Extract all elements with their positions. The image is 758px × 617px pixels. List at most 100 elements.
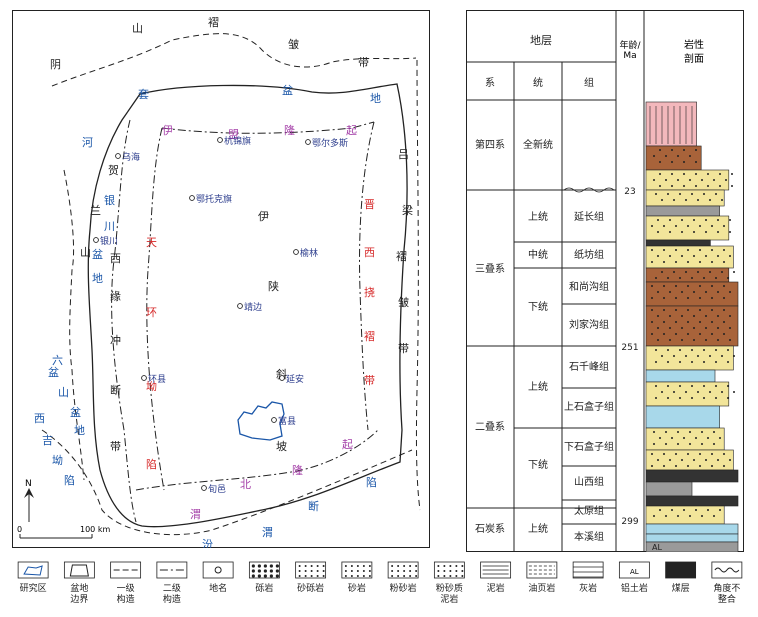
legend-dot (449, 570, 452, 572)
sand-dot (729, 219, 731, 221)
sand-dot (707, 173, 709, 175)
sand-dot (693, 339, 695, 341)
sand-dot (655, 397, 657, 399)
region-label: 断 (110, 383, 121, 397)
legend-dot (316, 575, 319, 577)
sand-dot (705, 315, 707, 317)
legend-dot (310, 565, 313, 567)
sand-dot (663, 297, 665, 299)
legend-label: 粉砂岩 (390, 582, 417, 594)
lithology-band (645, 145, 702, 171)
sand-dot (695, 185, 697, 187)
study-area (237, 401, 285, 441)
place-name: 富县 (278, 415, 296, 427)
sand-dot (677, 155, 679, 157)
sand-dot (675, 465, 677, 467)
legend-item: 灰岩 (572, 561, 604, 594)
sand-dot (685, 391, 687, 393)
sand-dot (667, 397, 669, 399)
sand-dot (695, 149, 697, 151)
legend-dot (443, 575, 446, 577)
sand-dot (723, 333, 725, 335)
region-label: 带 (398, 342, 409, 355)
sand-dot (713, 179, 715, 181)
legend-label: 铝土岩 (621, 582, 648, 594)
formation-label: 纸坊组 (574, 248, 604, 261)
lithology-band (645, 481, 693, 497)
sand-dot (653, 515, 655, 517)
secondary-structure-south (41, 429, 413, 536)
sand-dot (655, 277, 657, 279)
sand-dot (731, 185, 733, 187)
sand-dot (671, 185, 673, 187)
system-label: 二叠系 (475, 421, 505, 433)
sand-dot (701, 443, 703, 445)
sand-dot (731, 173, 733, 175)
legend-label: 泥岩 (440, 593, 458, 605)
formation-label: 刘家沟组 (569, 318, 609, 331)
sand-dot (711, 249, 713, 251)
sand-dot (661, 271, 663, 273)
region-label: 带 (358, 56, 369, 69)
sand-dot (681, 459, 683, 461)
region-label: 套 (138, 88, 149, 101)
stratigraphic-column: AL 地层 年龄/Ma岩性剖面系统组第四系三叠系二叠系石炭系全新统上统中统下统上统… (466, 10, 744, 552)
legend-swatch (572, 561, 604, 579)
lithology-band (645, 189, 725, 207)
sand-dot (661, 391, 663, 393)
sand-dot (729, 339, 731, 341)
sand-dot (687, 321, 689, 323)
legend-dot (461, 575, 464, 577)
sand-dot (727, 349, 729, 351)
place-name: 旬邑 (208, 483, 226, 495)
place-dot (189, 195, 195, 201)
sand-dot (665, 155, 667, 157)
legend-dot (368, 575, 371, 577)
sand-dot (727, 277, 729, 279)
legend-dot (449, 575, 452, 577)
legend-dot (403, 575, 406, 577)
sand-dot (691, 397, 693, 399)
north-label: N (25, 479, 32, 489)
sand-dot (699, 321, 701, 323)
sand-dot (715, 349, 717, 351)
sand-dot (663, 285, 665, 287)
sand-dot (705, 327, 707, 329)
tectonic-map: N 0 100 km 山褶皱带阴套 盆地吕梁褶皱带河贺兰山银川盆地西缘冲断带天环坳… (12, 10, 430, 548)
sand-dot (711, 261, 713, 263)
sand-dot (667, 277, 669, 279)
legend-dot (397, 570, 400, 572)
region-label: 西 (364, 246, 375, 259)
legend-dot (298, 565, 301, 567)
sand-dot (657, 291, 659, 293)
region-label: 褶 (396, 249, 407, 263)
region-label: 冲 (110, 333, 121, 347)
formation-label: 上石盒子组 (564, 400, 614, 413)
sand-dot (713, 443, 715, 445)
sand-dot (699, 225, 701, 227)
legend-label: 二级 (163, 582, 181, 594)
lithology-band (645, 427, 725, 451)
sub-header-formation: 组 (584, 76, 594, 89)
primary-structure-west (111, 119, 137, 523)
sand-dot (653, 443, 655, 445)
legend-dot (415, 570, 418, 572)
sand-dot (677, 431, 679, 433)
region-label: 褶 (208, 15, 219, 29)
region-label: 山 (132, 22, 143, 35)
legend-dot (251, 569, 255, 573)
sand-dot (729, 315, 731, 317)
sand-dot (683, 185, 685, 187)
sand-dot (721, 355, 723, 357)
legend-dot (304, 570, 307, 572)
legend-dot (356, 575, 359, 577)
legend-label: 一级 (117, 582, 135, 594)
sand-dot (681, 315, 683, 317)
sand-dot (733, 355, 735, 357)
sand-dot (725, 179, 727, 181)
sand-dot (719, 437, 721, 439)
system-label: 第四系 (475, 138, 505, 151)
basin-boundary (87, 83, 408, 528)
sand-dot (687, 285, 689, 287)
place-marker: 乌海 (115, 151, 140, 163)
